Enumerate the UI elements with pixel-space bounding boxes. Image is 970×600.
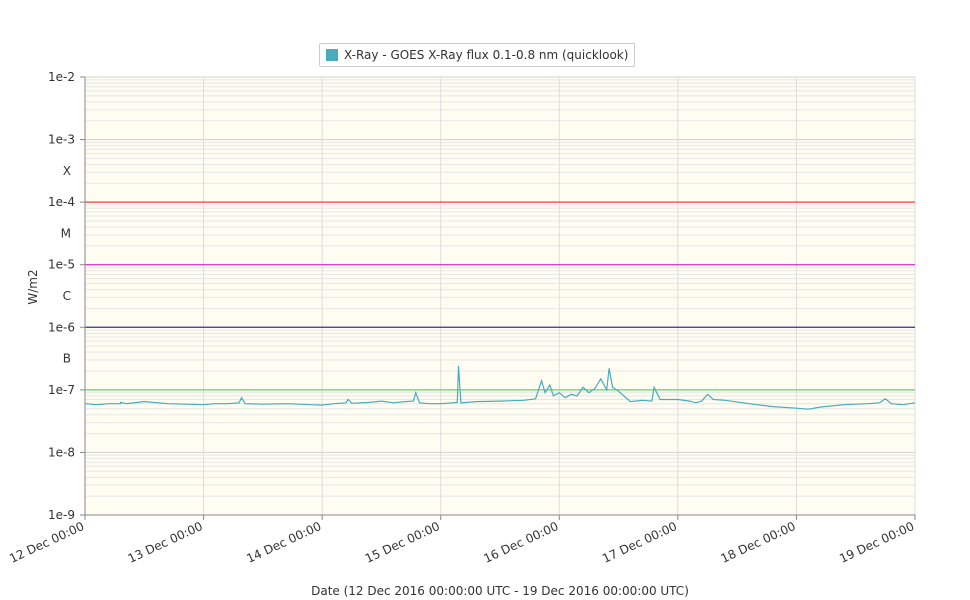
y-axis-label: W/m2: [26, 269, 40, 305]
y-tick-label: 1e-2: [48, 70, 75, 84]
plot-background: [84, 76, 916, 516]
y-tick-label: 1e-4: [48, 195, 75, 209]
y-tick-label: 1e-9: [48, 508, 75, 522]
x-tick-label: 19 Dec 00:00: [837, 519, 916, 566]
flare-class-label: M: [61, 226, 71, 240]
x-tick-label: 14 Dec 00:00: [244, 519, 323, 566]
minor-grid: [85, 79, 915, 497]
y-tick-label: 1e-8: [48, 445, 75, 459]
flare-class-label: X: [63, 164, 71, 178]
legend-swatch: [326, 49, 338, 61]
x-tick-label: 15 Dec 00:00: [363, 519, 442, 566]
x-tick-labels: 12 Dec 00:00 13 Dec 00:00 14 Dec 00:00 15 D…: [7, 515, 916, 566]
series-line: [84, 366, 916, 410]
x-tick-label: 18 Dec 00:00: [719, 519, 798, 566]
x-axis-label: Date (12 Dec 2016 00:00:00 UTC - 19 Dec …: [311, 584, 689, 598]
series-layer: [84, 77, 916, 516]
flare-class-label: C: [63, 289, 71, 303]
y-tick-label: 1e-6: [48, 320, 75, 334]
x-tick-label: 12 Dec 00:00: [7, 519, 86, 566]
x-tick-label: 13 Dec 00:00: [126, 519, 205, 566]
threshold-lines: [85, 201, 915, 391]
y-tick-labels: 1e-2 1e-3 1e-4 1e-5 1e-6 1e-7 1e-8 1e-9: [48, 70, 85, 522]
x-tick-label: 16 Dec 00:00: [481, 519, 560, 566]
x-tick-label: 17 Dec 00:00: [600, 519, 679, 566]
flare-class-label: B: [63, 352, 71, 366]
y-tick-label: 1e-3: [48, 133, 75, 147]
legend-label: X-Ray - GOES X-Ray flux 0.1-0.8 nm (quic…: [344, 48, 629, 62]
legend[interactable]: X-Ray - GOES X-Ray flux 0.1-0.8 nm (quic…: [319, 43, 636, 67]
y-tick-label: 1e-7: [48, 383, 75, 397]
flare-class-labels: X M C B: [61, 164, 71, 366]
y-tick-label: 1e-5: [48, 258, 75, 272]
